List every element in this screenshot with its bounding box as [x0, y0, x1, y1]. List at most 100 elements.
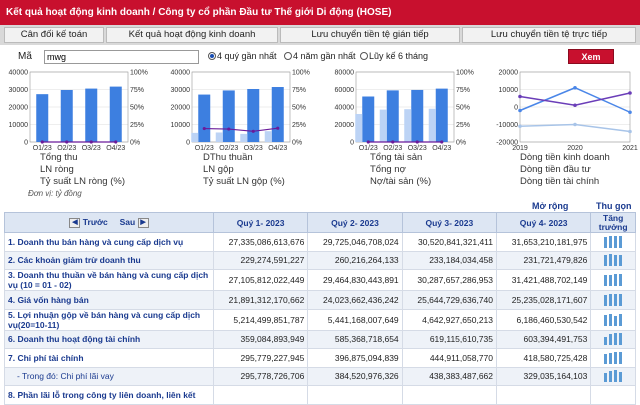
- next-arrow-icon[interactable]: ▶: [137, 217, 149, 228]
- ratio-point: [415, 140, 419, 144]
- growth-bar: [604, 336, 608, 346]
- growth-sparkline[interactable]: [590, 308, 636, 331]
- growth-bar: [614, 333, 618, 346]
- growth-bar: [614, 351, 618, 364]
- gross-profit-chart: 40000 100% 30000 75% 20000 50% 10000 25% 0 0% Q1/2…: [171, 70, 310, 151]
- ratio-point: [65, 140, 69, 144]
- table-row: - Trong đó: Chi phí lãi vay 295,778,726,7…: [4, 366, 636, 386]
- prev-arrow-icon[interactable]: ◀: [69, 217, 81, 228]
- y2-tick-label: 75%: [292, 87, 306, 94]
- growth-bar: [609, 254, 613, 267]
- tab-bar: Cân đối kế toán Kết quả hoạt động kinh d…: [0, 25, 640, 45]
- bar: [247, 88, 260, 142]
- x-tick-label: Q3/23: [408, 145, 427, 150]
- assets-chart: 80000 100% 60000 75% 40000 50% 20000 25% 0 0% Q1/2…: [335, 70, 474, 151]
- row-value: 4,642,927,650,213: [401, 308, 498, 331]
- y2-tick-label: 0%: [292, 140, 302, 147]
- bar: [36, 94, 49, 142]
- growth-sparkline[interactable]: [590, 290, 636, 310]
- y-tick-label: 20000: [9, 105, 29, 112]
- row-value: 585,368,718,654: [307, 329, 403, 349]
- y2-tick-label: 100%: [130, 70, 148, 77]
- filter-bar: Mã 4 quý gần nhất 4 năm gần nhất Lũy kế …: [0, 48, 640, 66]
- tab-income-statement[interactable]: Kết quả hoạt động kinh doanh: [106, 27, 278, 43]
- x-tick-label: 2019: [512, 145, 528, 150]
- series-point: [573, 103, 577, 108]
- row-value: 233,184,034,458: [401, 250, 498, 270]
- row-value: 21,891,312,170,662: [212, 290, 309, 310]
- row-value: 329,035,164,103: [495, 366, 592, 386]
- ratio-point: [391, 140, 395, 144]
- ratio-line: [204, 127, 278, 132]
- growth-bar: [619, 313, 623, 326]
- next-link[interactable]: Sau: [119, 217, 136, 228]
- growth-bar: [609, 371, 613, 383]
- row-value: 260,216,264,133: [307, 250, 403, 270]
- row-value: 295,779,227,945: [212, 348, 309, 368]
- y-tick-label: -10000: [496, 122, 518, 129]
- growth-bar: [614, 293, 618, 306]
- view-button[interactable]: Xem: [568, 49, 614, 64]
- prev-link[interactable]: Trước: [82, 217, 108, 228]
- growth-sparkline[interactable]: [590, 385, 636, 405]
- growth-bar: [609, 314, 613, 326]
- bar: [271, 87, 284, 142]
- x-tick-label: Q2/23: [57, 145, 76, 150]
- row-label: 4. Giá vốn hàng bán: [4, 290, 214, 310]
- radio-4-quarters[interactable]: 4 quý gần nhất: [208, 51, 277, 61]
- x-tick-label: Q4/23: [432, 145, 451, 150]
- y2-tick-label: 0%: [130, 140, 140, 147]
- row-label: 6. Doanh thu hoạt động tài chính: [4, 329, 214, 349]
- chart3-legend: Tổng tài sản Tổng nợ Nợ/tài sản (%): [370, 152, 432, 187]
- tab-indirect-cashflow[interactable]: Lưu chuyển tiền tệ gián tiếp: [280, 27, 460, 43]
- chart4-legend: Dòng tiền kinh doanh Dòng tiền đầu tư Dò…: [520, 152, 610, 187]
- growth-sparkline[interactable]: [590, 366, 636, 386]
- growth-sparkline[interactable]: [590, 348, 636, 368]
- row-label: 3. Doanh thu thuần về bán hàng và cung c…: [4, 269, 214, 291]
- radio-6-month-cumulative[interactable]: Lũy kế 6 tháng: [360, 51, 428, 61]
- growth-sparkline[interactable]: [590, 269, 636, 291]
- bar-secondary: [428, 108, 436, 142]
- table-row: 6. Doanh thu hoạt động tài chính 359,084,…: [4, 329, 636, 349]
- row-value: 295,778,726,706: [212, 366, 309, 386]
- bar: [362, 96, 375, 142]
- growth-sparkline[interactable]: [590, 329, 636, 349]
- growth-bar: [609, 294, 613, 306]
- collapse-link[interactable]: Thu gọn: [596, 201, 632, 211]
- radio-icon: [360, 52, 368, 60]
- y2-tick-label: 50%: [292, 105, 306, 112]
- row-value: 619,115,610,735: [401, 329, 498, 349]
- table-row: 5. Lợi nhuận gộp về bán hàng và cung cấp…: [4, 308, 636, 331]
- growth-bar: [604, 236, 608, 248]
- growth-bar: [619, 352, 623, 364]
- row-value: [307, 385, 403, 405]
- y2-tick-label: 75%: [130, 87, 144, 94]
- ratio-point: [89, 140, 93, 144]
- table-row: 1. Doanh thu bán hàng và cung cấp dịch v…: [4, 232, 636, 252]
- series-point: [518, 108, 522, 113]
- radio-4-years[interactable]: 4 năm gần nhất: [284, 51, 356, 61]
- row-value: 603,394,491,753: [495, 329, 592, 349]
- growth-bar: [614, 255, 618, 267]
- growth-bar: [619, 333, 623, 346]
- x-tick-label: Q1/23: [359, 145, 378, 150]
- growth-bar: [609, 352, 613, 364]
- chart2-legend: DThu thuần LN gộp Tỷ suất LN gộp (%): [203, 152, 285, 187]
- row-value: 5,441,168,007,649: [307, 308, 403, 331]
- tab-balance-sheet[interactable]: Cân đối kế toán: [4, 27, 104, 43]
- stock-code-input[interactable]: [44, 50, 199, 64]
- growth-sparkline[interactable]: [590, 232, 636, 252]
- ratio-point: [202, 126, 206, 131]
- row-value: [212, 385, 309, 405]
- growth-sparkline[interactable]: [590, 250, 636, 270]
- row-value: 31,653,210,181,975: [495, 232, 592, 252]
- x-tick-label: Q2/23: [383, 145, 402, 150]
- row-value: 396,875,094,839: [307, 348, 403, 368]
- row-value: 30,287,657,286,953: [401, 269, 498, 291]
- row-value: 27,105,812,022,449: [212, 269, 309, 291]
- chart1-legend: Tổng thu LN ròng Tỷ suất LN ròng (%): [40, 152, 125, 187]
- tab-direct-cashflow[interactable]: Lưu chuyển tiền tệ trực tiếp: [462, 27, 636, 43]
- row-label: 1. Doanh thu bán hàng và cung cấp dịch v…: [4, 232, 214, 252]
- series-point: [628, 110, 632, 115]
- expand-link[interactable]: Mở rộng: [532, 201, 569, 211]
